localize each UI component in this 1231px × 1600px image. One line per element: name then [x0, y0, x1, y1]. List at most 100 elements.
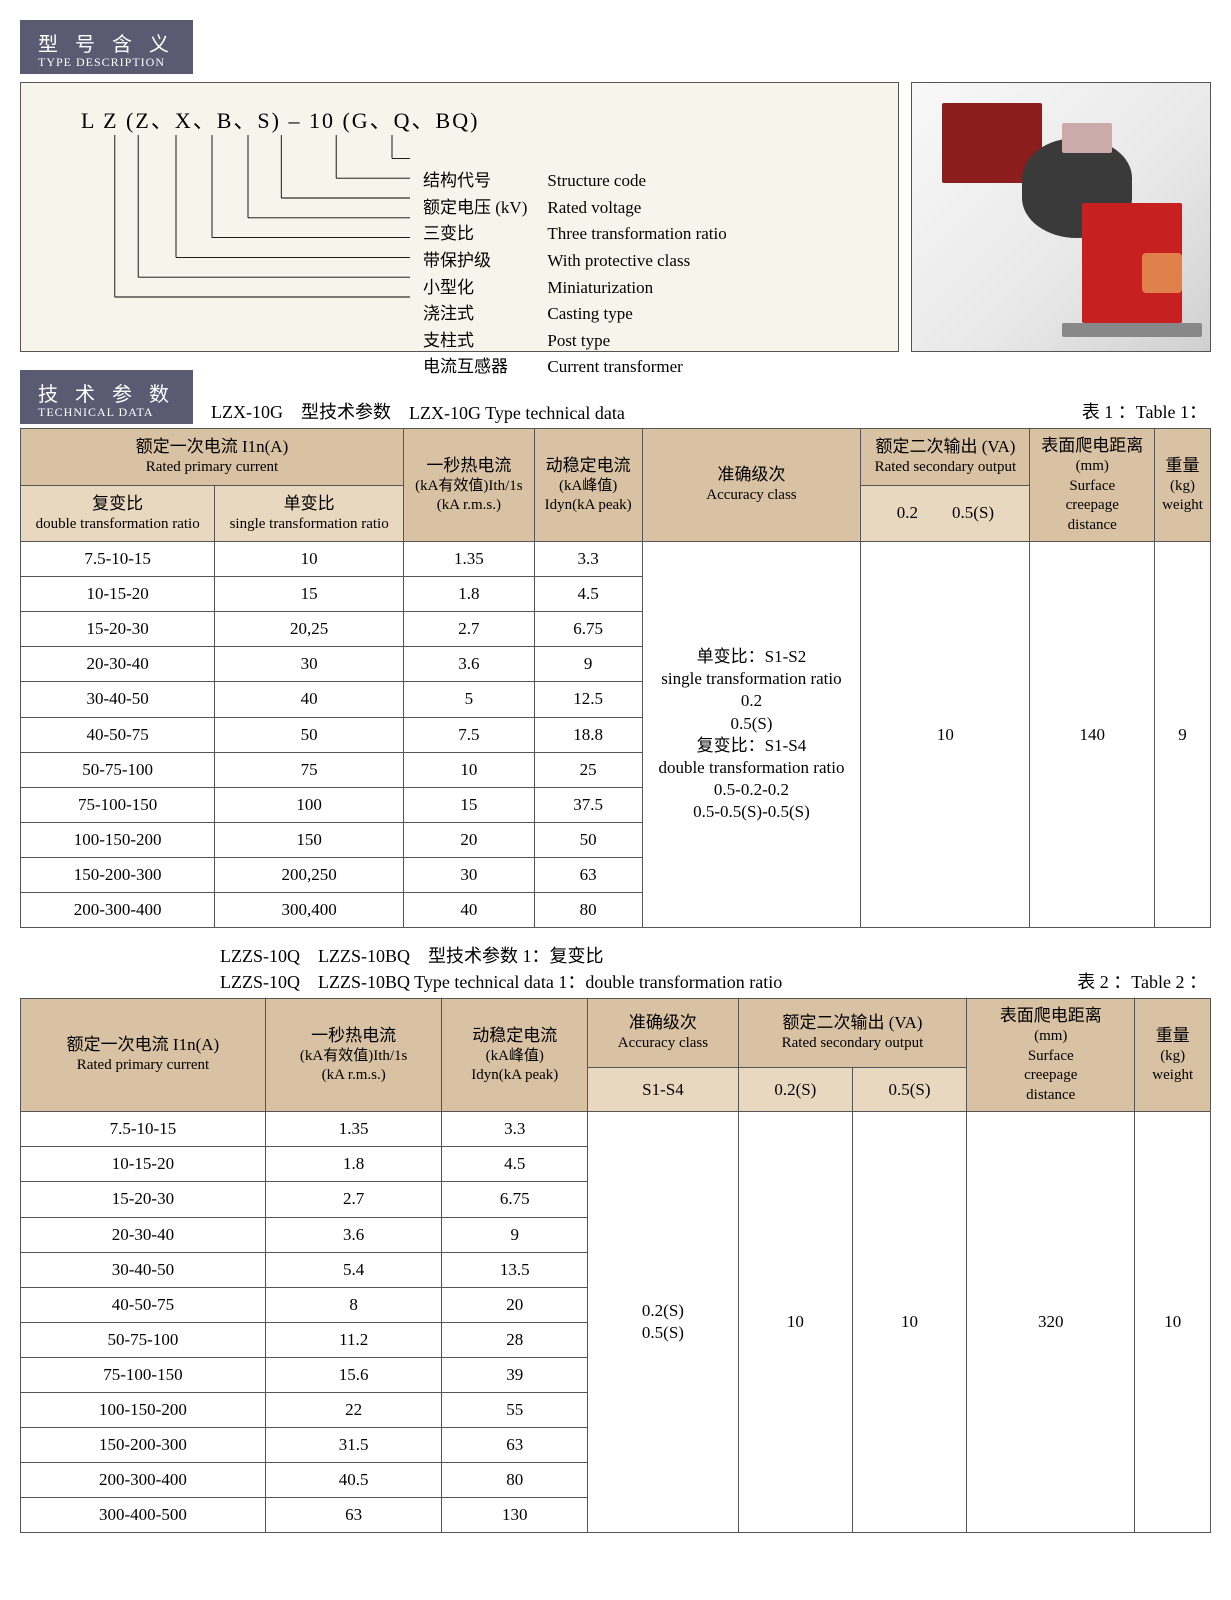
- cell: 10: [215, 542, 404, 577]
- table2-title-en: LZZS-10Q LZZS-10BQ Type technical data 1…: [220, 968, 782, 994]
- cell: 40.5: [265, 1463, 442, 1498]
- code-part-en: Miniaturization: [547, 276, 744, 301]
- cell: 31.5: [265, 1428, 442, 1463]
- cell: 50-75-100: [21, 752, 215, 787]
- cell: 1.8: [404, 577, 535, 612]
- th2-sec-sub1: 0.2(S): [738, 1067, 852, 1111]
- cell: 15.6: [265, 1357, 442, 1392]
- table2-title-cn: LZZS-10Q LZZS-10BQ 型技术参数 1：复变比: [220, 942, 782, 968]
- tab-cn: 型 号 含 义: [38, 34, 175, 56]
- cell: 28: [442, 1322, 588, 1357]
- cell: 30-40-50: [21, 1252, 266, 1287]
- cell: 5.4: [265, 1252, 442, 1287]
- technical-data-tab: 技 术 参 数 TECHNICAL DATA: [20, 370, 193, 424]
- sec-out-cell: 10: [861, 542, 1030, 928]
- th2-thermal: 一秒热电流 (kA有效值)Ith/1s (kA r.m.s.): [265, 999, 442, 1112]
- accuracy-cell: 单变比：S1-S2single transformation ratio0.20…: [642, 542, 861, 928]
- weight-cell: 10: [1135, 1112, 1211, 1533]
- cell: 9: [534, 647, 642, 682]
- cell: 10: [404, 752, 535, 787]
- cell: 150: [215, 822, 404, 857]
- th2-weight: 重量 (kg) weight: [1135, 999, 1211, 1112]
- cell: 4.5: [534, 577, 642, 612]
- cell: 50: [534, 822, 642, 857]
- cell: 75-100-150: [21, 787, 215, 822]
- table-row: 7.5-10-151.353.30.2(S)0.5(S)101032010: [21, 1112, 1211, 1147]
- th2-dyn: 动稳定电流 (kA峰值) Idyn(kA peak): [442, 999, 588, 1112]
- code-part-cn: 支柱式: [423, 329, 545, 354]
- product-photo: [911, 82, 1211, 352]
- cell: 150-200-300: [21, 1428, 266, 1463]
- table2-label: 表 2 ：Table 2 ：: [1077, 968, 1211, 994]
- code-part-cn: 带保护级: [423, 249, 545, 274]
- tab-cn: 技 术 参 数: [38, 384, 175, 406]
- cell: 55: [442, 1392, 588, 1427]
- code-part-cn: 三变比: [423, 222, 545, 247]
- cell: 200-300-400: [21, 1463, 266, 1498]
- cell: 7.5-10-15: [21, 542, 215, 577]
- th2-sec: 额定二次输出 (VA) Rated secondary output: [738, 999, 966, 1068]
- cell: 25: [534, 752, 642, 787]
- cell: 12.5: [534, 682, 642, 717]
- cell: 200-300-400: [21, 893, 215, 928]
- cell: 6.75: [534, 612, 642, 647]
- code-part-en: Three transformation ratio: [547, 222, 744, 247]
- cell: 2.7: [404, 612, 535, 647]
- cell: 6.75: [442, 1182, 588, 1217]
- cell: 30: [404, 857, 535, 892]
- cell: 1.35: [404, 542, 535, 577]
- th-creep: 表面爬电距离 (mm) Surface creepage distance: [1030, 429, 1155, 542]
- cell: 5: [404, 682, 535, 717]
- code-part-cn: 额定电压 (kV): [423, 196, 545, 221]
- code-part-en: Post type: [547, 329, 744, 354]
- type-description-tab: 型 号 含 义 TYPE DESCRIPTION: [20, 20, 193, 74]
- cell: 3.3: [534, 542, 642, 577]
- type-code-diagram: L Z (Z、X、B、S) – 10 (G、Q、BQ) 结构代号Structur…: [20, 82, 899, 352]
- cell: 39: [442, 1357, 588, 1392]
- cell: 300,400: [215, 893, 404, 928]
- tab-en: TYPE DESCRIPTION: [38, 55, 175, 70]
- cell: 3.6: [265, 1217, 442, 1252]
- tab-en: TECHNICAL DATA: [38, 405, 175, 420]
- code-line: L Z (Z、X、B、S) – 10 (G、Q、BQ): [81, 103, 868, 135]
- cell: 8: [265, 1287, 442, 1322]
- cell: 3.6: [404, 647, 535, 682]
- weight-cell: 9: [1155, 542, 1211, 928]
- cell: 10-15-20: [21, 1147, 266, 1182]
- cell: 9: [442, 1217, 588, 1252]
- code-part-cn: 结构代号: [423, 169, 545, 194]
- th2-creep: 表面爬电距离 (mm) Surface creepage distance: [967, 999, 1135, 1112]
- table-row: 7.5-10-15101.353.3单变比：S1-S2single transf…: [21, 542, 1211, 577]
- table-2: 额定一次电流 I1n(A) Rated primary current 一秒热电…: [20, 998, 1211, 1533]
- cell: 37.5: [534, 787, 642, 822]
- cell: 20-30-40: [21, 1217, 266, 1252]
- cell: 1.35: [265, 1112, 442, 1147]
- code-part-cn: 浇注式: [423, 302, 545, 327]
- cell: 15: [215, 577, 404, 612]
- th-acc: 准确级次 Accuracy class: [642, 429, 861, 542]
- th-primary: 额定一次电流 I1n(A) Rated primary current: [21, 429, 404, 486]
- cell: 15-20-30: [21, 612, 215, 647]
- cell: 63: [265, 1498, 442, 1533]
- code-part-en: Rated voltage: [547, 196, 744, 221]
- cell: 100-150-200: [21, 1392, 266, 1427]
- code-part-cn: 电流互感器: [423, 355, 545, 380]
- cell: 100: [215, 787, 404, 822]
- cell: 20,25: [215, 612, 404, 647]
- code-part-en: Current transformer: [547, 355, 744, 380]
- cell: 7.5: [404, 717, 535, 752]
- cell: 50-75-100: [21, 1322, 266, 1357]
- cell: 22: [265, 1392, 442, 1427]
- table-1: 额定一次电流 I1n(A) Rated primary current 一秒热电…: [20, 428, 1211, 928]
- cell: 40-50-75: [21, 1287, 266, 1322]
- th-sec: 额定二次输出 (VA) Rated secondary output: [861, 429, 1030, 486]
- cell: 30: [215, 647, 404, 682]
- cell: 11.2: [265, 1322, 442, 1357]
- cell: 150-200-300: [21, 857, 215, 892]
- th-weight: 重量 (kg) weight: [1155, 429, 1211, 542]
- cell: 300-400-500: [21, 1498, 266, 1533]
- th2-acc: 准确级次 Accuracy class: [588, 999, 739, 1068]
- cell: 20: [404, 822, 535, 857]
- cell: 80: [442, 1463, 588, 1498]
- table1-title-cn: LZX-10G 型技术参数: [211, 398, 391, 424]
